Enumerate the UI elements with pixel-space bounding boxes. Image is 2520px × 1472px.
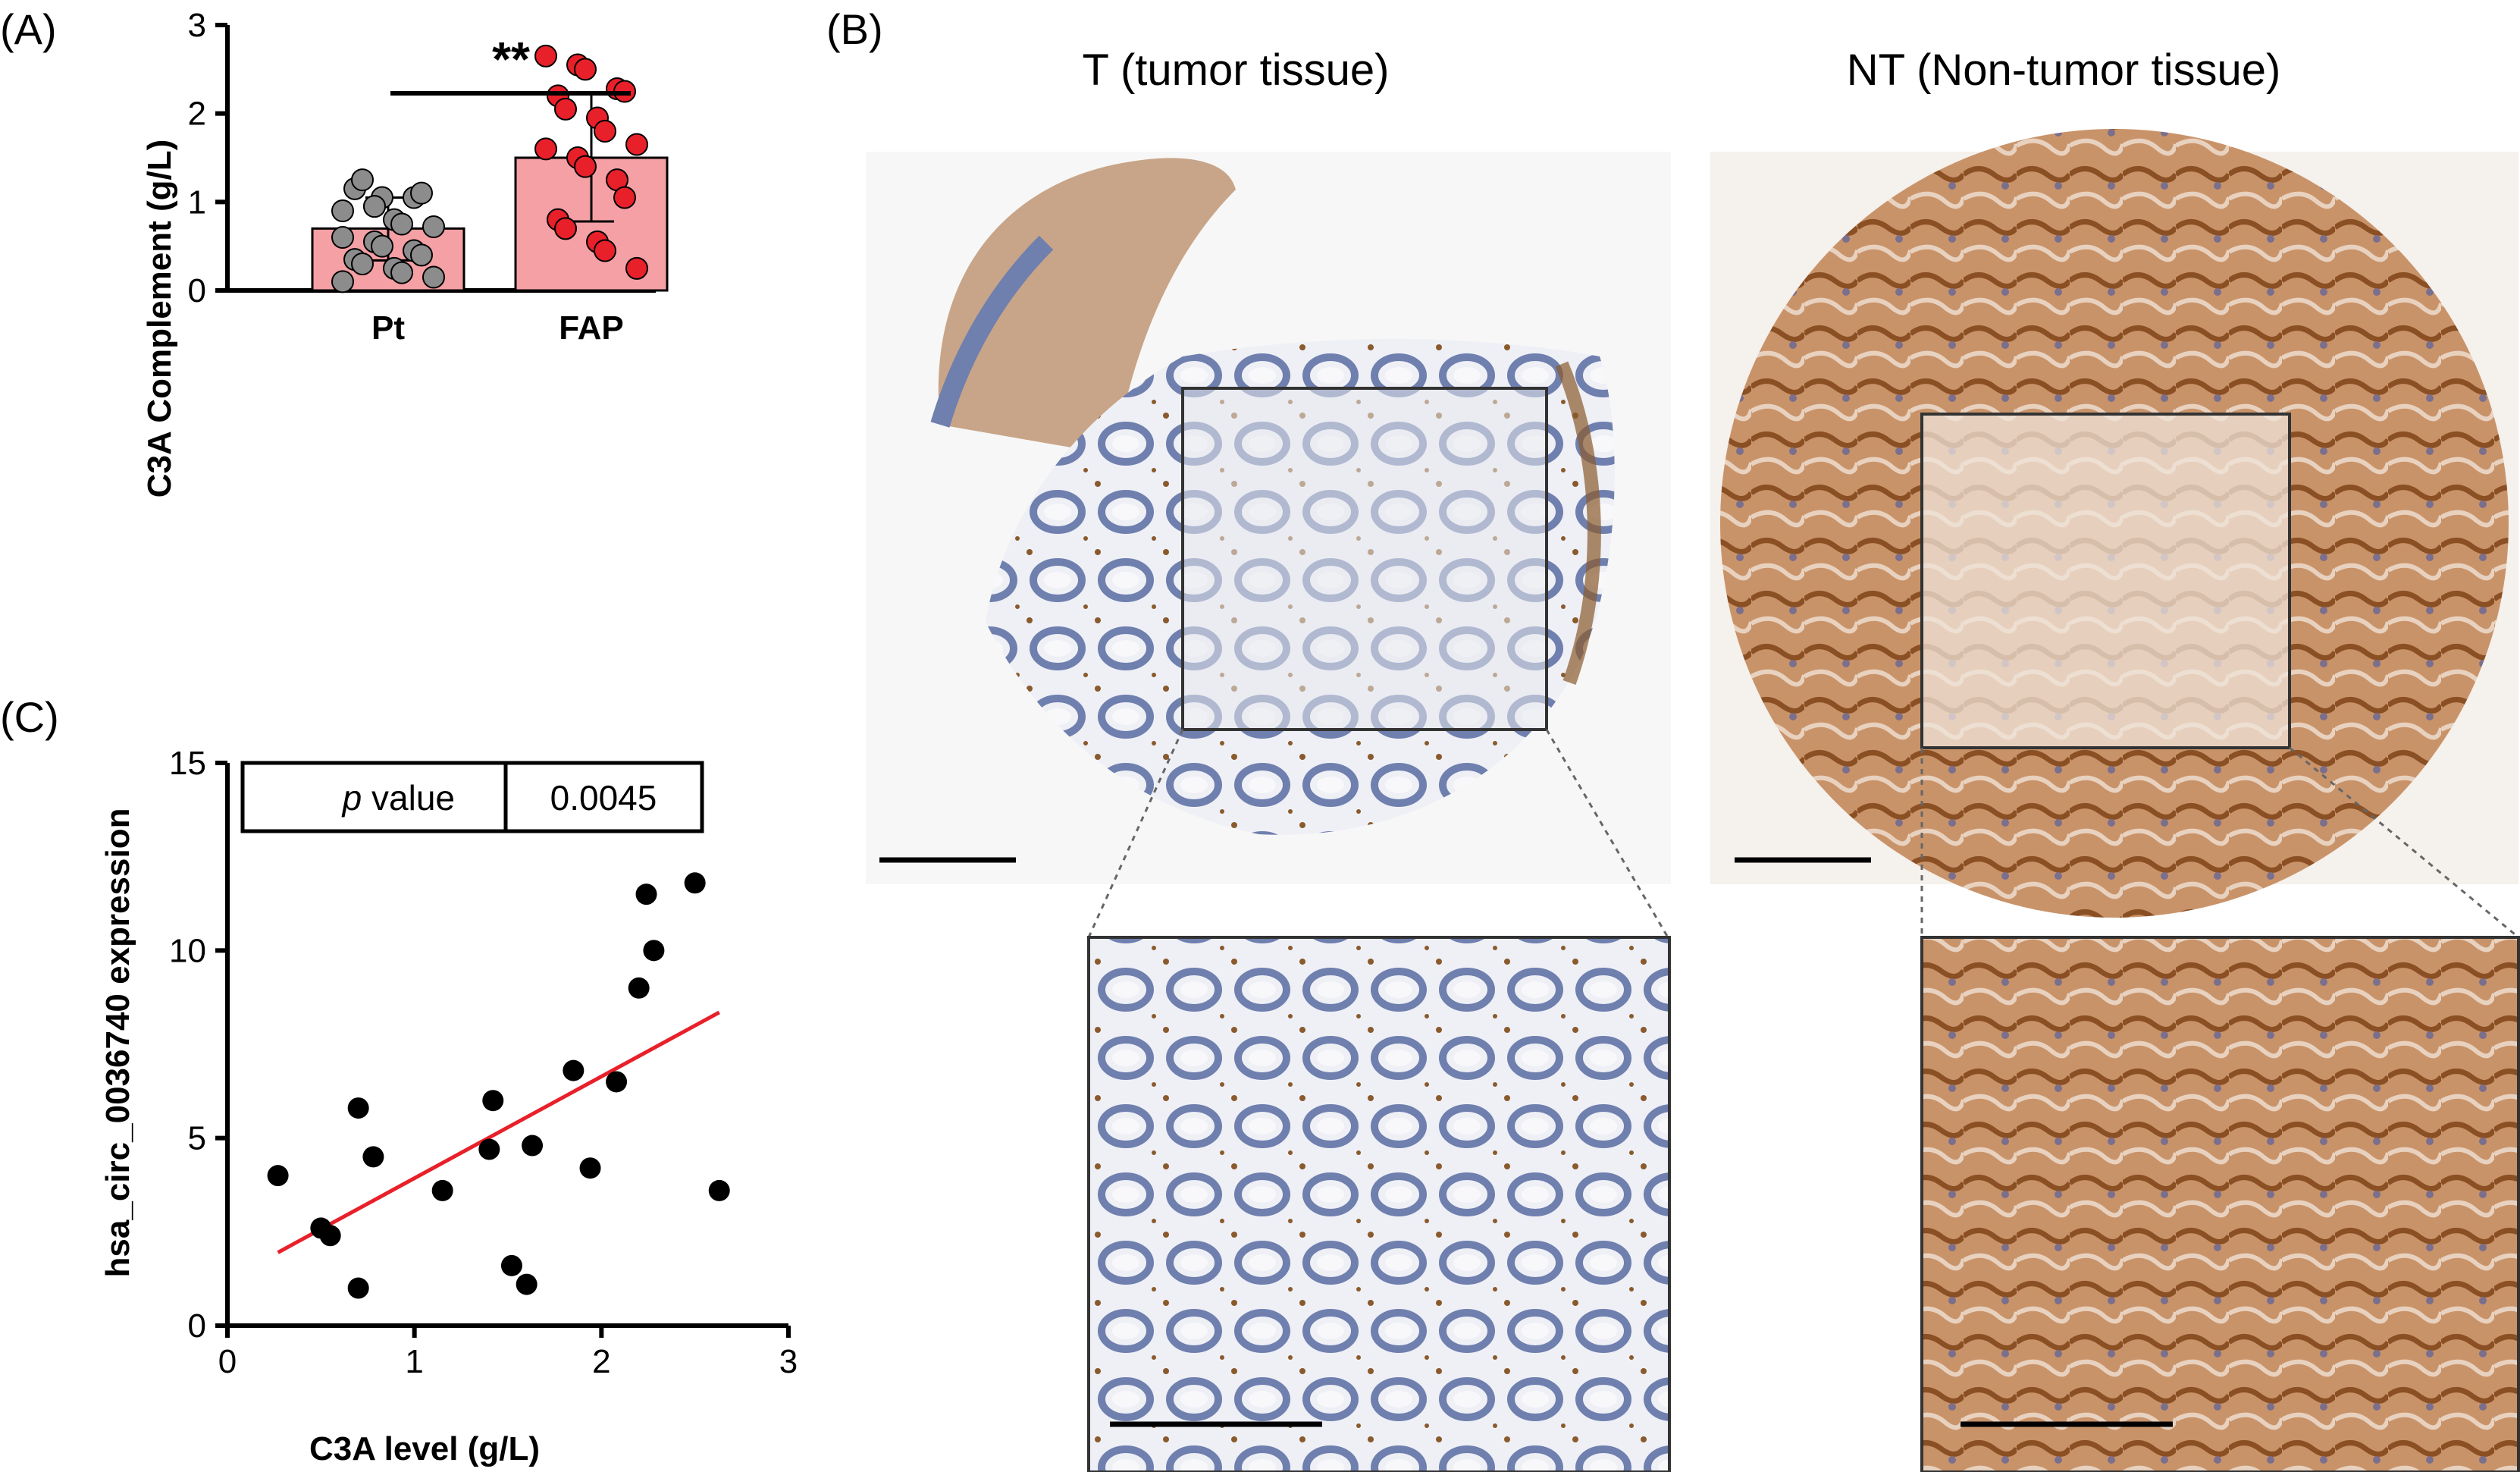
data-point <box>574 155 597 178</box>
p-value-table: p value 0.0045 <box>240 761 704 833</box>
panel-b-right-title: NT (Non-tumor tissue) <box>1847 46 2281 95</box>
non-tumor-tissue-zoom-image <box>1920 936 2520 1472</box>
data-point <box>422 215 445 238</box>
data-point <box>554 97 577 121</box>
data-point <box>478 1138 500 1160</box>
tumor-tissue-image <box>866 152 1671 884</box>
data-point <box>563 1059 585 1081</box>
data-point <box>534 137 557 161</box>
data-point <box>351 168 374 192</box>
data-point <box>554 217 577 240</box>
y-tick-label: 0 <box>188 1307 206 1345</box>
data-point <box>522 1135 544 1157</box>
panel-c-points <box>267 872 730 1299</box>
data-point <box>267 1165 289 1187</box>
x-tick-label: 1 <box>405 1343 423 1380</box>
data-point <box>579 1157 601 1179</box>
data-point <box>613 186 636 209</box>
panel-a-y-axis-label: C3A Complement (g/L) <box>141 140 178 498</box>
y-tick-label: 3 <box>188 7 206 44</box>
panel-b: (B) T (tumor tissue) NT (Non-tumor tissu… <box>826 5 2520 1472</box>
data-point <box>635 884 657 905</box>
data-point <box>534 44 557 67</box>
non-tumor-zoom-lines <box>1920 746 2519 939</box>
data-point <box>331 270 354 293</box>
data-point <box>390 212 413 236</box>
tumor-tissue-zoom-image <box>1087 936 1671 1472</box>
panel-c-fit <box>277 1010 720 1254</box>
data-point <box>482 1090 504 1112</box>
p-value-label: p value <box>341 778 455 818</box>
panel-c-label: (C) <box>0 693 59 741</box>
x-tick-label-fap: FAP <box>559 309 624 347</box>
y-tick-label: 1 <box>188 184 206 221</box>
panel-c: (C) hsa_circ_0036740 expression C3A leve… <box>0 693 798 1467</box>
data-point <box>594 120 616 143</box>
data-point <box>347 1277 369 1299</box>
panel-a: (A) C3A Complement (g/L) 0 1 2 3 Pt FAP ** <box>0 5 669 498</box>
panel-a-tick-labels: 0 1 2 3 Pt FAP <box>188 7 624 347</box>
data-point <box>422 265 445 289</box>
panel-b-left-title: T (tumor tissue) <box>1082 46 1389 95</box>
panel-c-tick-labels: 0 5 10 15 0 1 2 3 <box>169 745 798 1380</box>
data-point <box>625 133 648 156</box>
data-point <box>628 977 650 999</box>
x-tick-label: 2 <box>592 1343 610 1380</box>
panel-b-label: (B) <box>826 5 883 53</box>
data-point <box>594 239 616 262</box>
data-point <box>371 234 393 258</box>
data-point <box>347 1097 369 1119</box>
panel-a-label: (A) <box>0 5 57 53</box>
y-tick-label: 15 <box>169 745 206 782</box>
data-point <box>331 199 354 222</box>
data-point <box>500 1254 522 1276</box>
data-point <box>362 1146 384 1168</box>
data-point <box>708 1179 730 1201</box>
non-tumor-inset-box <box>1920 413 2291 749</box>
p-value: 0.0045 <box>550 778 657 818</box>
panel-a-points <box>331 44 648 293</box>
tumor-inset-box <box>1181 387 1548 731</box>
non-tumor-tissue-image <box>1710 129 2518 918</box>
data-point <box>390 261 413 284</box>
y-tick-label: 0 <box>188 272 206 309</box>
data-point <box>410 181 433 205</box>
panel-c-y-axis-label: hsa_circ_0036740 expression <box>99 808 136 1278</box>
fit-line <box>277 1010 720 1254</box>
x-tick-label: 3 <box>779 1343 798 1380</box>
data-point <box>643 940 665 962</box>
data-point <box>319 1225 341 1247</box>
panel-c-x-axis-label: C3A level (g/L) <box>309 1430 540 1467</box>
data-point <box>410 243 433 267</box>
data-point <box>684 872 706 894</box>
data-point <box>516 1273 538 1295</box>
data-point <box>574 58 597 81</box>
data-point <box>331 226 354 249</box>
data-point <box>363 195 386 218</box>
x-tick-label: 0 <box>218 1343 237 1380</box>
data-point <box>606 1071 628 1093</box>
panel-c-axes <box>215 761 791 1338</box>
data-point <box>625 256 648 280</box>
x-tick-label-pt: Pt <box>371 309 405 347</box>
y-tick-label: 5 <box>188 1120 206 1157</box>
data-point <box>351 253 374 275</box>
data-point <box>431 1179 453 1201</box>
y-tick-label: 10 <box>169 932 206 969</box>
significance-label: ** <box>492 32 530 86</box>
y-tick-label: 2 <box>188 96 206 133</box>
tumor-zoom-lines <box>1087 729 1669 938</box>
